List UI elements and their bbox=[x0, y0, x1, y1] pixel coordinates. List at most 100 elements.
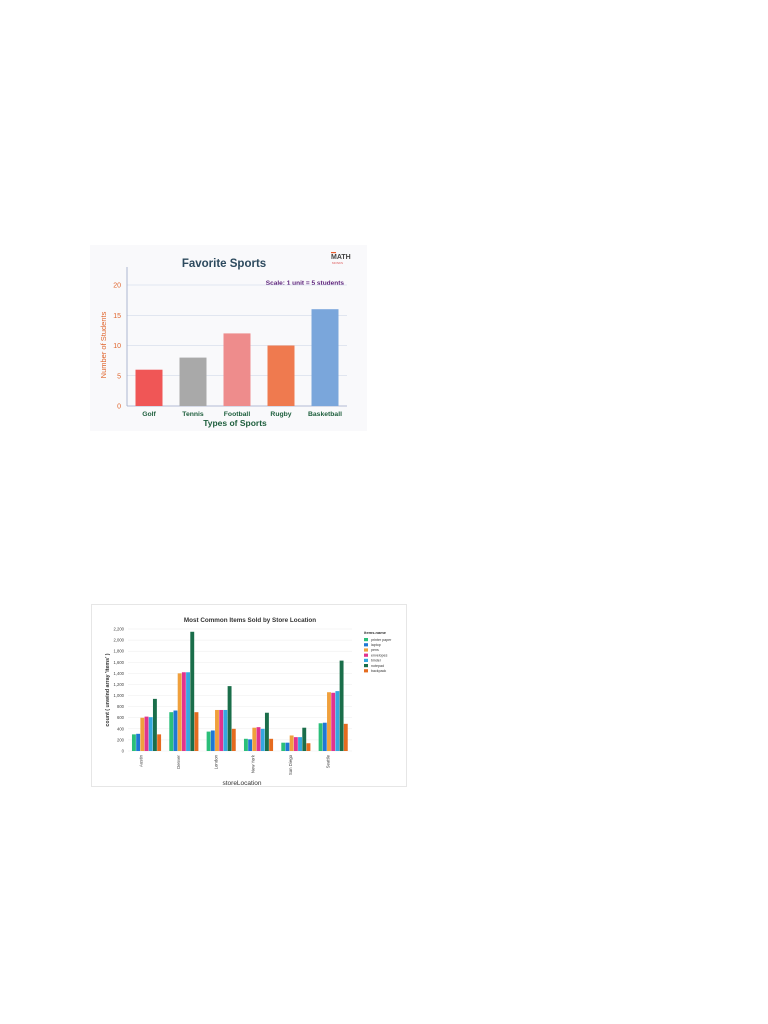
x-tick-label: Football bbox=[224, 411, 251, 418]
bar-denver-binder bbox=[186, 672, 190, 751]
bar-denver-laptop bbox=[173, 710, 178, 751]
x-tick-label: Denver bbox=[176, 754, 181, 768]
bar-seattle-envelopes bbox=[331, 692, 336, 751]
bar-new-york-envelopes bbox=[256, 727, 261, 751]
bar-denver-backpack bbox=[194, 712, 199, 751]
y-axis-label: count ( unwind array 'items' ) bbox=[105, 653, 111, 726]
x-tick-label: San Diego bbox=[288, 754, 293, 775]
legend-swatch bbox=[364, 669, 368, 673]
bar-denver-printer-paper bbox=[169, 712, 174, 751]
bar-seattle-pens bbox=[327, 692, 331, 751]
y-tick-label: 1,400 bbox=[114, 671, 125, 676]
bar-denver-notepad bbox=[190, 631, 195, 751]
y-tick-label: 2,000 bbox=[114, 638, 125, 643]
y-tick-label: 15 bbox=[113, 313, 121, 320]
bar-basketball bbox=[311, 309, 339, 406]
y-tick-labels: 0 200 400 600 800 1,000 1,200 1,400 1,600 1,800 2,… bbox=[114, 627, 125, 754]
bar-denver-pens bbox=[177, 673, 182, 751]
bar-football bbox=[223, 333, 251, 406]
x-tick-label: Tennis bbox=[182, 411, 204, 418]
math-monks-logo: MATH MONKS bbox=[331, 252, 351, 265]
legend-label: binder bbox=[371, 659, 382, 663]
x-tick-labels: Golf Tennis Football Rugby Basketball bbox=[142, 411, 342, 418]
favorite-sports-chart: Favorite Sports Scale: 1 unit = 5 studen… bbox=[90, 245, 367, 431]
y-tick-label: 1,600 bbox=[114, 660, 125, 665]
legend: items.name printer paperlaptoppensenvelo… bbox=[364, 630, 392, 673]
items-sold-chart: Most Common Items Sold by Store Location… bbox=[91, 604, 407, 787]
bar-new-york-notepad bbox=[264, 712, 269, 751]
y-axis-label: Number of Students bbox=[99, 311, 108, 378]
y-tick-label: 200 bbox=[117, 737, 125, 742]
y-tick-label: 20 bbox=[113, 283, 121, 290]
bar-london-pens bbox=[215, 709, 219, 751]
y-tick-label: 1,000 bbox=[114, 693, 125, 698]
bars bbox=[135, 309, 339, 406]
bar-san-diego-backpack bbox=[306, 743, 311, 751]
legend-swatch bbox=[364, 648, 368, 652]
bar-san-diego-laptop bbox=[285, 742, 290, 751]
y-tick-labels: 0 5 10 15 20 bbox=[113, 283, 121, 411]
x-tick-label: Seattle bbox=[325, 754, 330, 768]
bar-new-york-laptop bbox=[248, 739, 253, 751]
y-tick-label: 0 bbox=[122, 749, 125, 754]
legend-label: laptop bbox=[371, 643, 381, 647]
bar-san-diego-binder bbox=[298, 737, 302, 751]
legend-label: pens bbox=[371, 648, 379, 652]
bar-london-envelopes bbox=[219, 709, 224, 751]
legend-swatch bbox=[364, 643, 368, 647]
bar-new-york-backpack bbox=[269, 738, 274, 751]
legend-title: items.name bbox=[364, 630, 387, 635]
legend-swatch bbox=[364, 638, 368, 642]
bar-tennis bbox=[179, 357, 207, 406]
y-tick-label: 10 bbox=[113, 343, 121, 350]
bar-rugby bbox=[267, 345, 295, 406]
bar-new-york-printer-paper bbox=[243, 738, 248, 751]
chart-title: Favorite Sports bbox=[182, 258, 266, 270]
bar-austin-backpack bbox=[157, 734, 162, 751]
x-tick-label: Austin bbox=[139, 754, 144, 767]
bar-london-binder bbox=[223, 709, 228, 751]
x-tick-label: New York bbox=[251, 754, 256, 773]
legend-label: printer paper bbox=[371, 638, 392, 642]
bar-seattle-binder bbox=[335, 691, 340, 751]
bar-austin-envelopes bbox=[144, 716, 149, 751]
chart-title: Most Common Items Sold by Store Location bbox=[184, 617, 316, 624]
legend-label: notepad bbox=[371, 664, 384, 668]
x-axis-label: storeLocation bbox=[222, 780, 261, 787]
x-axis-label: Types of Sports bbox=[203, 418, 267, 428]
bar-new-york-pens bbox=[252, 727, 257, 751]
bar-golf bbox=[135, 369, 163, 406]
x-tick-label: Rugby bbox=[270, 411, 291, 418]
bar-seattle-printer-paper bbox=[318, 723, 323, 751]
bar-san-diego-printer-paper bbox=[281, 742, 286, 751]
y-tick-label: 600 bbox=[117, 715, 125, 720]
bar-seattle-notepad bbox=[339, 660, 344, 751]
bar-new-york-binder bbox=[260, 728, 265, 751]
bar-austin-notepad bbox=[152, 698, 157, 751]
y-tick-label: 1,200 bbox=[114, 682, 125, 687]
y-tick-label: 0 bbox=[117, 404, 121, 411]
bar-london-backpack bbox=[231, 728, 236, 751]
bar-seattle-backpack bbox=[343, 723, 348, 751]
y-tick-label: 2,200 bbox=[114, 627, 125, 632]
y-tick-label: 800 bbox=[117, 704, 125, 709]
legend-label: envelopes bbox=[371, 653, 388, 657]
svg-text:MATH: MATH bbox=[331, 254, 351, 261]
legend-label: backpack bbox=[371, 669, 386, 673]
bar-austin-laptop bbox=[136, 733, 141, 751]
grid-lines bbox=[128, 628, 352, 752]
y-tick-label: 1,800 bbox=[114, 649, 125, 654]
bar-san-diego-notepad bbox=[302, 727, 307, 751]
bar-austin-printer-paper bbox=[131, 734, 136, 751]
bar-austin-binder bbox=[148, 717, 153, 751]
bar-austin-pens bbox=[140, 717, 145, 751]
y-tick-label: 400 bbox=[117, 726, 125, 731]
x-tick-label: Basketball bbox=[308, 411, 342, 418]
chart-scale-note: Scale: 1 unit = 5 students bbox=[266, 280, 345, 287]
x-tick-label: London bbox=[213, 754, 218, 769]
bar-london-laptop bbox=[210, 730, 215, 751]
legend-swatch bbox=[364, 664, 368, 668]
bar-san-diego-pens bbox=[289, 735, 294, 751]
bars bbox=[131, 631, 348, 751]
bar-denver-envelopes bbox=[181, 672, 186, 751]
